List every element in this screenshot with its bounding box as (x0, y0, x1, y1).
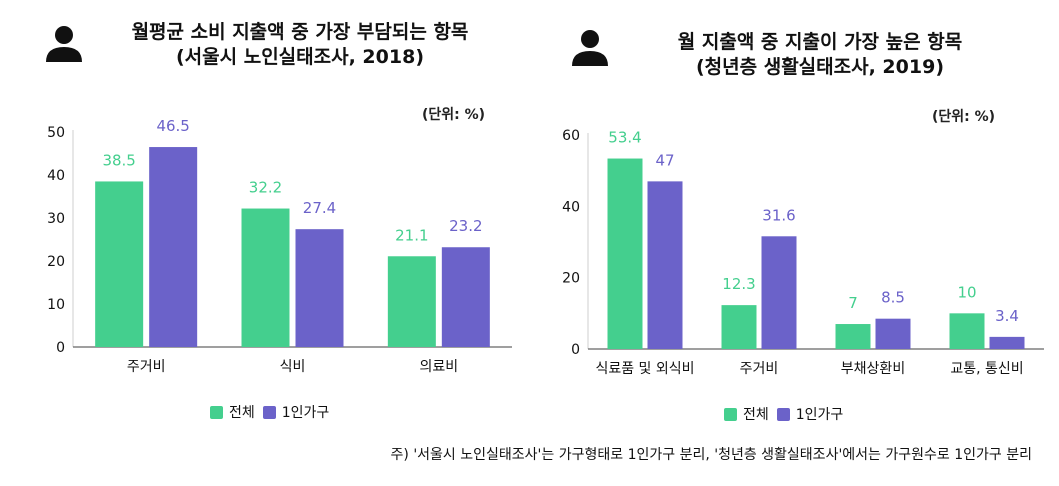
legend-item-series2: 1인가구 (776, 404, 844, 424)
data-label: 8.5 (881, 289, 905, 307)
legend: 전체 1인가구 (210, 402, 329, 422)
bar-series2 (761, 236, 797, 349)
legend-label-series1: 전체 (229, 405, 255, 421)
x-tick-label: 식비 (280, 359, 306, 375)
bar-chart-left: 0 10 20 30 40 50 38.5 46.5 주거비 32.2 27.4 식비 21.1 23.2… (47, 117, 512, 375)
y-tick-label: 0 (571, 342, 580, 358)
chart-title: 월평균 소비 지출액 중 가장 부담되는 항목 (서울시 노인실태조사, 201… (90, 20, 510, 70)
data-label: 53.4 (608, 129, 641, 147)
y-tick-label: 60 (562, 128, 580, 144)
data-label: 7 (848, 294, 858, 312)
y-tick-label: 30 (47, 211, 65, 227)
y-tick-label: 20 (47, 254, 65, 270)
bar-series1 (835, 324, 871, 349)
chart-title-line1: 월 지출액 중 지출이 가장 높은 항목 (677, 31, 963, 53)
legend-swatch-series1 (724, 407, 737, 421)
bar-chart-right: 0 20 40 60 53.4 47 식료품 및 외식비 12.3 31.6 주거비 7 8.5 부채상… (562, 128, 1044, 377)
x-tick-label: 의료비 (420, 359, 459, 375)
y-tick-label: 40 (47, 168, 65, 184)
legend-label-series2: 1인가구 (795, 407, 844, 423)
bar-series2 (647, 181, 683, 349)
data-label: 23.2 (449, 217, 482, 235)
data-label: 32.2 (249, 179, 282, 197)
legend-label-series2: 1인가구 (281, 405, 330, 421)
legend-label-series1: 전체 (743, 407, 769, 423)
legend-item-series2: 1인가구 (262, 402, 330, 422)
y-tick-label: 10 (47, 297, 65, 313)
bar-series1 (387, 256, 436, 347)
legend-swatch-series1 (210, 405, 223, 419)
x-tick-label: 부채상환비 (841, 361, 905, 377)
person-icon (572, 30, 608, 66)
data-label: 10 (957, 283, 976, 301)
y-tick-label: 20 (562, 271, 580, 287)
unit-label: (단위: %) (422, 107, 486, 123)
data-label: 27.4 (303, 199, 336, 217)
data-label: 46.5 (156, 117, 189, 135)
bar-series1 (607, 158, 643, 349)
legend-item-series1: 전체 (724, 404, 769, 424)
y-tick-label: 40 (562, 199, 580, 215)
unit-label: (단위: %) (932, 109, 996, 125)
chart-panel-right: 월 지출액 중 지출이 가장 높은 항목 (청년층 생활실태조사, 2019) … (530, 0, 1059, 430)
bar-series1 (95, 181, 144, 347)
x-tick-label: 식료품 및 외식비 (595, 361, 694, 377)
chart-title-line2: (청년층 생활실태조사, 2019) (695, 56, 945, 78)
bar-series1 (721, 305, 757, 349)
data-label: 21.1 (395, 226, 428, 244)
data-label: 31.6 (762, 206, 795, 224)
bar-series1 (949, 313, 985, 349)
chart-title: 월 지출액 중 지출이 가장 높은 항목 (청년층 생활실태조사, 2019) (610, 30, 1030, 80)
bar-series2 (989, 336, 1025, 349)
data-label: 47 (655, 151, 674, 169)
chart-panel-left: 월평균 소비 지출액 중 가장 부담되는 항목 (서울시 노인실태조사, 201… (0, 0, 530, 430)
person-icon (46, 26, 82, 62)
bar-series2 (441, 247, 490, 347)
chart-title-line1: 월평균 소비 지출액 중 가장 부담되는 항목 (131, 21, 469, 43)
bar-series2 (149, 147, 198, 347)
bar-series2 (875, 318, 911, 349)
y-tick-label: 0 (56, 340, 65, 356)
bar-series2 (295, 229, 344, 347)
footnote: 주) '서울시 노인실태조사'는 가구형태로 1인가구 분리, '청년층 생활실… (390, 447, 1032, 463)
bar-series1 (241, 208, 290, 347)
x-tick-label: 주거비 (127, 359, 166, 375)
data-label: 3.4 (995, 307, 1019, 325)
x-tick-label: 주거비 (740, 361, 779, 377)
data-label: 38.5 (102, 151, 135, 169)
legend-item-series1: 전체 (210, 402, 255, 422)
x-tick-label: 교통, 통신비 (950, 361, 1023, 377)
legend: 전체 1인가구 (724, 404, 843, 424)
data-label: 12.3 (722, 275, 755, 293)
y-tick-label: 50 (47, 125, 65, 141)
legend-swatch-series2 (262, 405, 276, 419)
legend-swatch-series2 (776, 407, 790, 421)
chart-title-line2: (서울시 노인실태조사, 2018) (175, 46, 425, 68)
